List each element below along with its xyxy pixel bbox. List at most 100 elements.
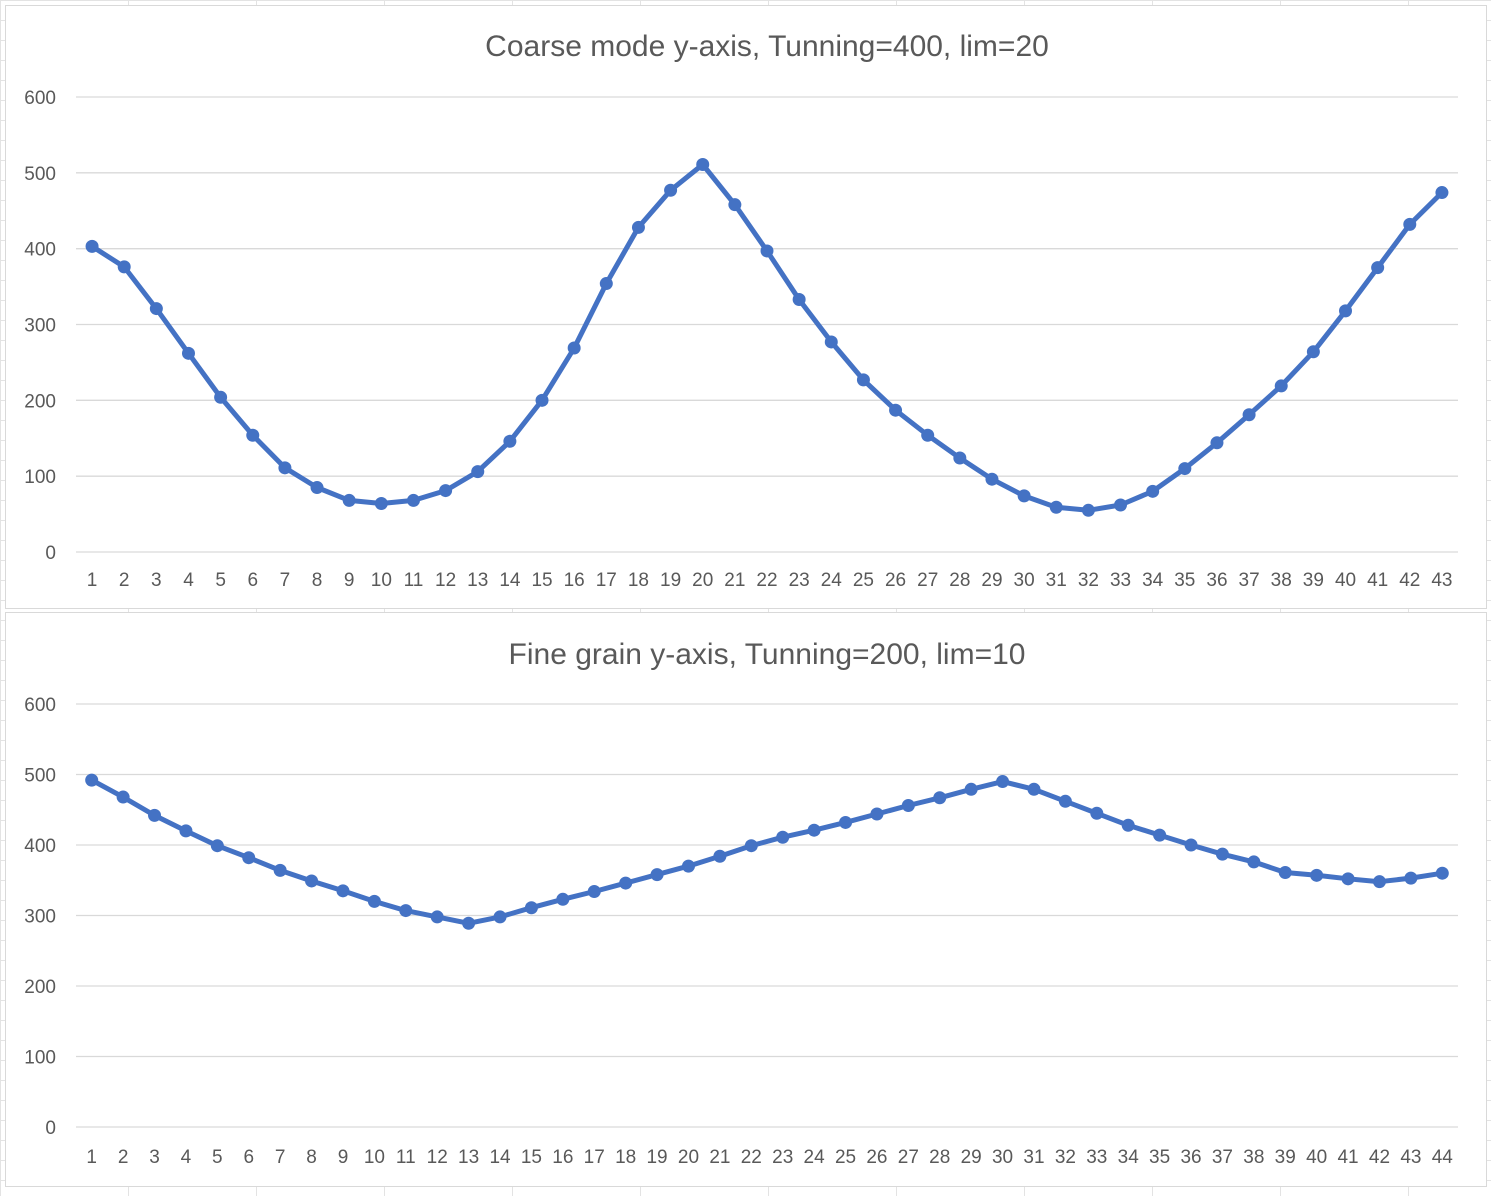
data-point xyxy=(664,183,678,197)
data-point xyxy=(587,885,601,899)
data-point xyxy=(1435,186,1449,200)
data-point xyxy=(430,910,444,924)
data-point xyxy=(1121,818,1135,832)
x-tick-label: 42 xyxy=(1369,1147,1390,1168)
data-point xyxy=(1242,408,1256,422)
data-point xyxy=(1339,304,1353,318)
x-tick-label: 32 xyxy=(1078,570,1099,591)
x-tick-label: 13 xyxy=(458,1147,479,1168)
x-tick-label: 21 xyxy=(724,570,745,591)
x-tick-label: 29 xyxy=(981,570,1002,591)
data-point xyxy=(399,904,413,918)
x-tick-label: 33 xyxy=(1110,570,1131,591)
x-tick-label: 39 xyxy=(1303,570,1324,591)
chart-title: Coarse mode y-axis, Tunning=400, lim=20 xyxy=(485,30,1049,63)
x-tick-label: 27 xyxy=(917,570,938,591)
y-tick-label: 400 xyxy=(24,240,56,261)
x-tick-label: 11 xyxy=(404,570,424,591)
data-point xyxy=(181,346,195,360)
x-tick-label: 5 xyxy=(212,1147,223,1168)
data-point xyxy=(567,341,581,355)
data-point xyxy=(556,892,570,906)
x-tick-label: 7 xyxy=(275,1147,286,1168)
y-tick-label: 500 xyxy=(24,766,56,787)
x-tick-label: 6 xyxy=(247,570,258,591)
data-point xyxy=(631,220,645,234)
data-point xyxy=(1404,871,1418,885)
x-tick-label: 37 xyxy=(1239,570,1260,591)
y-tick-label: 0 xyxy=(45,1118,56,1139)
data-point xyxy=(996,775,1010,789)
data-point xyxy=(305,874,319,888)
x-tick-label: 20 xyxy=(692,570,713,591)
x-tick-label: 9 xyxy=(344,570,355,591)
data-point xyxy=(278,461,292,475)
x-tick-label: 40 xyxy=(1335,570,1356,591)
chart-fine-grain[interactable]: Fine grain y-axis, Tunning=200, lim=10 0 1… xyxy=(5,612,1487,1187)
data-point xyxy=(985,472,999,486)
x-tick-label: 24 xyxy=(804,1147,826,1168)
data-point xyxy=(933,791,947,805)
data-point xyxy=(149,302,163,316)
data-point xyxy=(681,859,695,873)
x-tick-label: 15 xyxy=(521,1147,542,1168)
data-point xyxy=(117,260,131,274)
x-tick-label: 19 xyxy=(660,570,681,591)
x-tick-label: 25 xyxy=(853,570,874,591)
x-tick-label: 9 xyxy=(338,1147,349,1168)
x-tick-label: 2 xyxy=(119,570,130,591)
data-point xyxy=(1049,500,1063,514)
x-tick-label: 38 xyxy=(1271,570,1292,591)
x-tick-label: 14 xyxy=(489,1147,511,1168)
data-point xyxy=(1435,866,1449,880)
x-tick-label: 7 xyxy=(280,570,291,591)
data-point xyxy=(1058,794,1072,808)
x-tick-label: 30 xyxy=(992,1147,1013,1168)
data-point xyxy=(535,393,549,407)
chart-title: Fine grain y-axis, Tunning=200, lim=10 xyxy=(509,638,1026,671)
data-point xyxy=(776,830,790,844)
x-tick-label: 43 xyxy=(1400,1147,1421,1168)
x-tick-label: 40 xyxy=(1306,1147,1327,1168)
data-point xyxy=(1184,838,1198,852)
data-point xyxy=(367,894,381,908)
x-tick-label: 22 xyxy=(741,1147,762,1168)
x-tick-label: 34 xyxy=(1118,1147,1140,1168)
x-tick-label: 26 xyxy=(885,570,906,591)
data-point xyxy=(1341,872,1355,886)
x-tick-label: 3 xyxy=(151,570,162,591)
data-point xyxy=(1403,217,1417,231)
data-point xyxy=(116,790,130,804)
x-tick-label: 23 xyxy=(772,1147,793,1168)
data-point xyxy=(650,868,664,882)
y-tick-label: 500 xyxy=(24,164,56,185)
chart-coarse-mode-svg: Coarse mode y-axis, Tunning=400, lim=20 0… xyxy=(24,30,1458,591)
y-tick-label: 300 xyxy=(24,907,56,928)
series-line xyxy=(89,777,1445,926)
data-point xyxy=(901,799,915,813)
data-point xyxy=(503,434,517,448)
x-tick-label: 44 xyxy=(1432,1147,1454,1168)
chart-coarse-mode[interactable]: Coarse mode y-axis, Tunning=400, lim=20 0… xyxy=(5,5,1487,609)
x-tick-label: 24 xyxy=(821,570,843,591)
x-tick-label: 38 xyxy=(1243,1147,1264,1168)
x-tick-label: 17 xyxy=(596,570,617,591)
x-tick-label: 12 xyxy=(435,570,456,591)
data-point xyxy=(1215,847,1229,861)
data-point xyxy=(246,428,260,442)
x-tick-label: 10 xyxy=(364,1147,385,1168)
x-tick-label: 37 xyxy=(1212,1147,1233,1168)
x-tick-label: 18 xyxy=(628,570,649,591)
x-tick-label: 8 xyxy=(306,1147,317,1168)
x-tick-label: 34 xyxy=(1142,570,1164,591)
data-point xyxy=(760,244,774,258)
x-tick-label: 13 xyxy=(467,570,488,591)
x-tick-label: 2 xyxy=(118,1147,129,1168)
data-point xyxy=(1372,875,1386,889)
x-tick-label: 26 xyxy=(866,1147,887,1168)
data-point xyxy=(1278,865,1292,879)
x-tick-label: 39 xyxy=(1275,1147,1296,1168)
x-tick-label: 8 xyxy=(312,570,323,591)
data-point xyxy=(85,239,99,253)
x-tick-label: 10 xyxy=(371,570,392,591)
